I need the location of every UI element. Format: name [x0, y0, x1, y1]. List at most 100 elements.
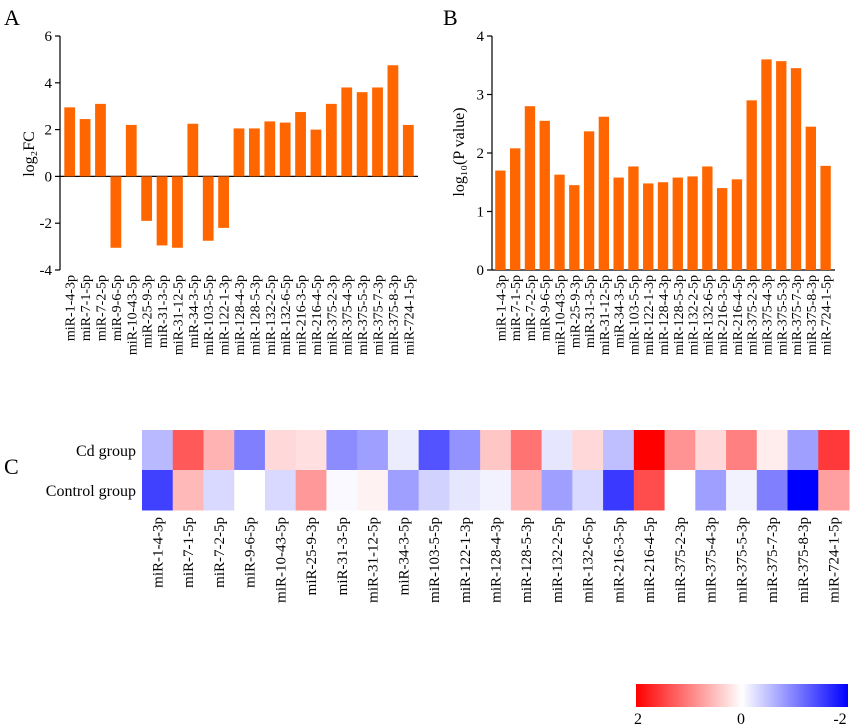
heatmap-column-label: miR-1-4-3p: [150, 517, 166, 588]
heatmap-column-label: miR-724-1-5p: [827, 517, 843, 603]
a-bar: [387, 65, 399, 177]
a-bar: [325, 103, 337, 177]
a-y-tick-label: 0: [45, 169, 53, 185]
panel-b-bars: [495, 59, 831, 271]
heatmap-cell: [449, 430, 481, 471]
heatmap-cells: [142, 430, 850, 511]
b-bar: [510, 148, 521, 270]
a-x-tick-label: miR-9-6-5p: [110, 275, 125, 341]
heatmap-cell: [541, 430, 573, 471]
a-x-tick-label: miR-132-2-5p: [264, 275, 279, 355]
b-x-tick-label: miR-31-3-5p: [583, 275, 598, 348]
heatmap-cell: [234, 430, 266, 471]
heatmap-cell: [387, 470, 420, 511]
heatmap-cell: [264, 470, 297, 511]
b-y-tick-label: 4: [477, 29, 485, 45]
heatmap-cell: [142, 430, 174, 471]
b-x-tick-label: miR-122-1-3p: [642, 275, 657, 355]
a-bar: [125, 124, 137, 177]
a-x-tick-label: miR-31-12-5p: [171, 275, 186, 355]
b-bar: [687, 176, 698, 270]
b-bar: [495, 170, 506, 270]
heatmap-row-label: Control group: [46, 483, 136, 500]
b-y-tick-label: 1: [477, 205, 485, 221]
heatmap-cell: [387, 430, 420, 471]
panel-b-bar-chart: B log₁₀(P value) 0 1 2 3 4 miR-1-4-3p miR-7-1…: [443, 5, 835, 355]
a-x-tick-label: miR-724-1-5p: [402, 275, 417, 355]
a-x-tick-label: miR-103-5-5p: [202, 275, 217, 355]
heatmap-column-label: miR-122-1-3p: [458, 517, 474, 603]
heatmap-cell: [787, 470, 819, 511]
b-bar: [657, 182, 669, 270]
b-bar: [524, 106, 536, 270]
a-y-tick-label: 4: [45, 76, 53, 92]
heatmap-cell: [572, 470, 604, 511]
heatmap-cell: [326, 470, 358, 511]
b-bar: [554, 174, 565, 270]
heatmap-column-label: miR-375-7-3p: [765, 517, 781, 603]
heatmap-column-label: miR-216-3-5p: [611, 517, 627, 603]
a-bar: [249, 128, 260, 177]
b-bar: [820, 165, 831, 270]
heatmap-cell: [264, 430, 297, 471]
b-x-tick-label: miR-216-3-5p: [716, 275, 731, 355]
b-x-tick-label: miR-375-5-3p: [775, 275, 790, 355]
heatmap-cell: [603, 470, 635, 511]
heatmap-cell: [326, 430, 358, 471]
heatmap-cell: [726, 470, 758, 511]
heatmap-cell: [449, 470, 481, 511]
b-bar: [672, 177, 683, 270]
b-y-tick-label: 2: [477, 146, 485, 162]
color-scale-label-max: 2: [634, 711, 642, 726]
a-x-tick-label: miR-10-43-5p: [125, 275, 140, 355]
a-bar: [187, 123, 199, 177]
b-x-tick-label: miR-9-6-5p: [539, 275, 554, 341]
panel-b-y-axis-label: log₁₀(P value): [451, 107, 468, 196]
heatmap-cell: [357, 470, 389, 511]
heatmap-cell: [572, 430, 604, 471]
b-x-tick-label: miR-10-43-5p: [554, 275, 569, 355]
a-x-tick-label: miR-1-4-3p: [64, 275, 79, 341]
heatmap-cell: [695, 430, 727, 471]
heatmap-cell: [541, 470, 573, 511]
a-y-tick-label: 2: [45, 123, 53, 139]
b-x-tick-label: miR-375-4-3p: [760, 275, 775, 355]
a-x-tick-label: miR-216-3-5p: [295, 275, 310, 355]
b-x-tick-label: miR-7-1-5p: [509, 275, 524, 341]
a-x-tick-label: miR-375-7-3p: [372, 275, 387, 355]
a-x-tick-label: miR-375-2-3p: [325, 275, 340, 355]
b-bar: [805, 126, 816, 270]
heatmap-column-label: miR-7-1-5p: [181, 517, 197, 588]
b-bar: [569, 185, 580, 270]
heatmap-cell: [818, 430, 850, 471]
a-x-tick-label: miR-122-1-3p: [218, 275, 233, 355]
heatmap-cell: [756, 430, 789, 471]
a-bar: [64, 107, 76, 177]
heatmap-cell: [695, 470, 727, 511]
heatmap-column-label: miR-25-9-3p: [304, 517, 320, 595]
a-x-tick-label: miR-128-4-3p: [233, 275, 248, 355]
a-bar: [402, 124, 414, 177]
b-bar: [746, 100, 757, 270]
heatmap-column-label: miR-375-4-3p: [704, 517, 720, 603]
a-x-tick-label: miR-375-8-3p: [387, 275, 402, 355]
panel-label-c: C: [4, 454, 19, 479]
b-x-tick-label: miR-25-9-3p: [568, 275, 583, 348]
heatmap-cell: [664, 430, 696, 471]
heatmap-cell: [603, 430, 635, 471]
a-x-tick-label: miR-7-1-5p: [79, 275, 94, 341]
a-bar: [110, 176, 122, 248]
heatmap-cell: [726, 430, 758, 471]
a-bar: [233, 128, 245, 177]
b-x-tick-label: miR-724-1-5p: [820, 275, 835, 355]
b-x-tick-label: miR-128-4-3p: [657, 275, 672, 355]
b-bar: [702, 166, 713, 270]
heatmap-cell: [480, 470, 512, 511]
a-y-tick-label: 6: [45, 29, 53, 45]
color-scale-label-mid: 0: [737, 711, 745, 726]
heatmap-cell: [633, 430, 666, 471]
a-x-tick-label: miR-128-5-3p: [248, 275, 263, 355]
b-bar: [761, 59, 772, 271]
